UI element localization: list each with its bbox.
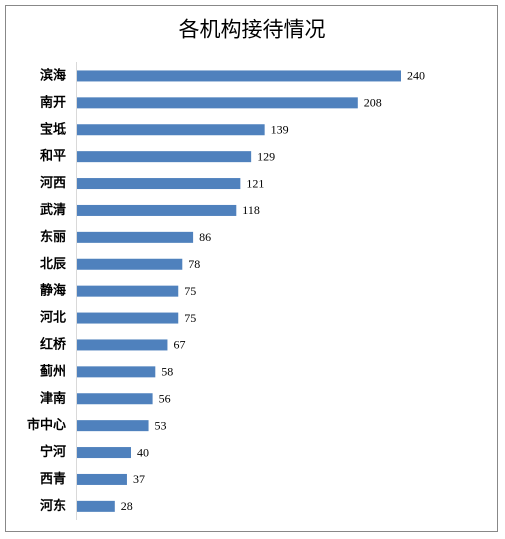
value-label: 118 [242, 203, 260, 217]
value-label: 129 [257, 149, 275, 163]
value-label: 67 [173, 338, 185, 352]
value-label: 75 [184, 311, 196, 325]
y-tick-label: 宝坻 [40, 121, 66, 137]
bar [77, 231, 194, 243]
value-label: 37 [133, 472, 145, 486]
bar [77, 124, 265, 136]
bar [77, 339, 168, 351]
bar [77, 500, 115, 512]
bar [77, 393, 153, 405]
y-tick-label: 武清 [40, 202, 66, 218]
bar [77, 97, 358, 109]
bar [77, 258, 183, 270]
y-tick-label: 津南 [40, 390, 66, 406]
y-tick-label: 静海 [40, 283, 66, 299]
bar [77, 420, 149, 432]
value-label: 78 [188, 257, 200, 271]
bar [77, 204, 237, 216]
bar [77, 473, 127, 485]
bar [77, 447, 131, 459]
bar [77, 151, 252, 163]
y-tick-label: 西青 [40, 471, 66, 487]
value-label: 56 [159, 392, 171, 406]
bar [77, 70, 401, 82]
bar [77, 178, 241, 190]
value-label: 75 [184, 284, 196, 298]
y-tick-label: 东丽 [40, 229, 66, 245]
value-label: 28 [121, 499, 133, 513]
y-tick-label: 蓟州 [39, 363, 66, 379]
y-tick-label: 宁河 [40, 444, 66, 460]
y-tick-label: 南开 [40, 94, 66, 110]
value-label: 86 [199, 230, 211, 244]
y-tick-label: 北辰 [40, 257, 67, 272]
y-tick-label: 河东 [40, 498, 66, 514]
value-label: 121 [246, 176, 264, 190]
y-tick-label: 河西 [40, 175, 66, 191]
bar [77, 366, 156, 378]
bar [77, 312, 179, 324]
value-label: 240 [407, 69, 425, 83]
y-tick-label: 滨海 [40, 67, 66, 83]
y-tick-label: 和平 [40, 148, 66, 164]
y-tick-label: 河北 [40, 310, 66, 326]
y-tick-label: 市中心 [27, 417, 66, 433]
value-label: 208 [364, 96, 382, 110]
y-tick-label: 红桥 [40, 336, 67, 352]
value-label: 53 [155, 418, 167, 432]
value-label: 139 [271, 123, 289, 137]
value-label: 40 [137, 445, 149, 459]
value-label: 58 [161, 365, 173, 379]
chart-title: 各机构接待情况 [179, 18, 326, 42]
bar [77, 285, 179, 297]
